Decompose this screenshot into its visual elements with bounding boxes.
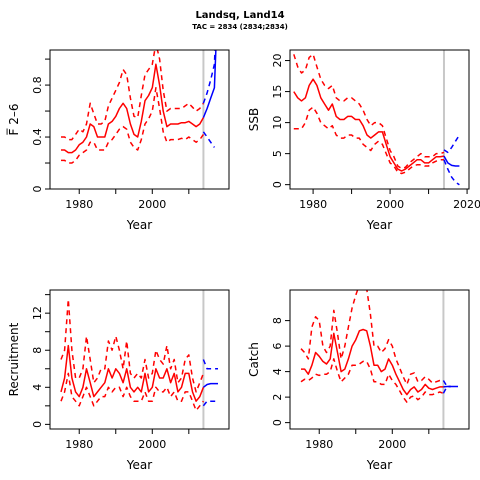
projection-lower-line [442,385,451,394]
series-group [293,53,461,186]
panel-2: 1980 2000 2020 0 5 10 15 20 Year SSB [247,49,480,232]
x-axis-title: Year [366,458,392,472]
historic-upper-line [61,50,205,141]
y-axis-title: F̅ 2–6 [6,104,21,136]
x-tick-label: 2000 [378,438,406,451]
y-tick-label: 8 [271,317,284,324]
series-group [300,290,458,403]
historic-lower-line [61,86,205,164]
panel-1: 1980 2000 0 0.4 0.8 Year F̅ 2–6 [6,49,230,232]
series-group [61,50,217,164]
historic-median-line [61,63,205,154]
y-tick-label: 6 [271,343,284,350]
projection-upper-line [443,134,461,154]
y-tick-label: 4 [31,384,44,391]
y-tick-label: 5 [271,150,284,157]
historic-lower-line [300,358,444,403]
y-tick-label: 2 [271,394,284,401]
historic-median-line [293,78,445,172]
y-axis-title: Recruitment [7,322,21,396]
projection-upper-line [202,359,218,370]
x-tick-label: 2000 [138,438,166,451]
historic-median-line [60,344,205,402]
historic-lower-line [293,106,444,175]
chart-subtitle: TAC = 2834 (2834;2834) [192,23,288,31]
y-axis-title: SSB [247,108,261,131]
x-axis-title: Year [126,218,152,232]
x-axis-title: Year [366,218,392,232]
historic-lower-line [60,372,204,412]
projection-lower-line [443,159,460,186]
y-tick-label: 0.8 [31,76,44,94]
x-axis-title: Year [126,458,152,472]
panel-3: 1980 2000 0 4 8 12 Year Recruitment [7,289,230,472]
y-axis-title: Catch [247,342,261,377]
y-tick-label: 8 [31,347,44,354]
y-tick-label: 0 [271,419,284,426]
y-tick-label: 0.4 [31,128,44,146]
y-tick-label: 20 [271,54,284,68]
x-tick-label: 2020 [453,198,480,211]
y-tick-label: 15 [271,85,284,99]
panel-4: 1980 2000 0 2 4 6 8 Year Catch [247,289,470,472]
x-tick-label: 1980 [299,198,327,211]
y-tick-label: 4 [271,368,284,375]
plot-frame [49,289,230,430]
plot-frame [289,289,470,430]
projection-lower-line [202,131,216,148]
x-tick-label: 1980 [305,438,333,451]
y-tick-label: 12 [31,306,44,320]
y-tick-label: 0 [31,421,44,428]
projection-median-line [202,382,218,388]
historic-upper-line [60,298,205,393]
y-tick-label: 0 [31,186,44,193]
projection-lower-line [202,400,218,407]
plot-frame [289,49,470,190]
chart-title: Landsq, Land14 [195,10,285,21]
x-tick-label: 1980 [65,198,93,211]
y-tick-label: 0 [271,181,284,188]
y-tick-label: 10 [271,116,284,130]
projection-median-line [202,50,217,118]
projection-upper-line [442,380,451,388]
x-tick-label: 2000 [376,198,404,211]
x-tick-label: 2000 [138,198,166,211]
historic-median-line [301,328,444,396]
historic-upper-line [300,290,444,386]
projection-median-line [443,155,460,167]
x-tick-label: 1980 [65,438,93,451]
series-group [60,298,218,412]
plot-frame [49,49,230,190]
historic-upper-line [293,53,445,170]
